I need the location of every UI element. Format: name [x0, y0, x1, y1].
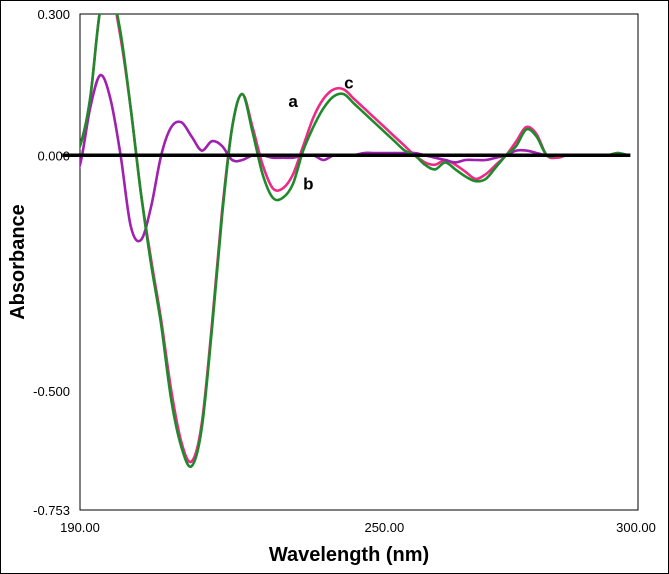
curve-label-b: b: [303, 175, 313, 194]
series-group: [80, 14, 629, 469]
x-tick-label: 190.00: [60, 520, 100, 535]
curve-label-c: c: [344, 73, 353, 92]
tick-labels: 0.300 0.000 -0.500 -0.753 190.00 250.00 300.00: [33, 7, 656, 535]
y-tick-label: 0.300: [37, 7, 70, 22]
x-tick-label: 300.00: [616, 520, 656, 535]
curve-label-a: a: [288, 92, 298, 111]
y-axis-label: Absorbance: [7, 204, 29, 320]
x-tick-label: 250.00: [364, 520, 404, 535]
curve-labels: a b c: [288, 73, 353, 193]
y-tick-label: -0.500: [33, 384, 70, 399]
y-tick-label: 0.000: [37, 148, 70, 163]
y-tick-label: -0.753: [33, 503, 70, 518]
plot-area: [79, 13, 639, 511]
series-line-c: [80, 14, 629, 469]
x-axis-label: Wavelength (nm): [269, 544, 429, 566]
